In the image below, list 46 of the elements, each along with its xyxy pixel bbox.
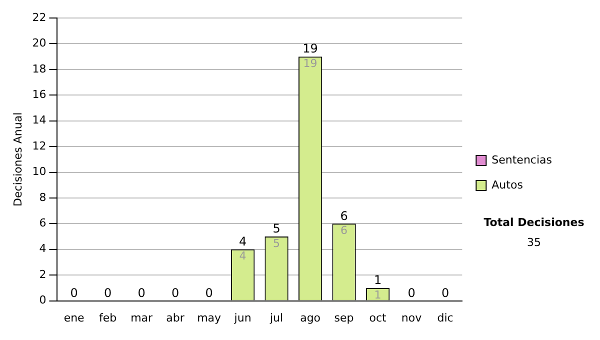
data-label: 6 xyxy=(340,224,348,238)
y-axis-title: Decisiones Anual xyxy=(11,112,24,206)
y-tick-label: 8 xyxy=(39,190,46,204)
x-tick-label: may xyxy=(197,311,222,324)
y-tick-label: 20 xyxy=(32,36,46,50)
data-label: 19 xyxy=(303,56,318,70)
y-tick-label: 16 xyxy=(32,88,46,101)
y-tick-label: 22 xyxy=(32,10,46,24)
total-label: 0 xyxy=(205,286,213,300)
total-label: 0 xyxy=(408,286,416,300)
x-tick-label: sep xyxy=(334,311,354,324)
x-tick-label: mar xyxy=(130,311,154,324)
y-tick-label: 4 xyxy=(39,242,46,256)
total-label: 19 xyxy=(302,42,318,56)
x-tick-label: dic xyxy=(437,311,454,324)
x-tick-label: ago xyxy=(300,311,321,324)
y-tick-label: 10 xyxy=(32,165,46,178)
x-tick-label: jun xyxy=(233,311,252,324)
total-label: 0 xyxy=(171,286,180,300)
y-tick-label: 6 xyxy=(39,216,46,230)
x-tick-label: jul xyxy=(269,311,284,324)
y-tick-label: 12 xyxy=(32,139,46,152)
data-label: 1 xyxy=(374,288,382,302)
x-tick-label: abr xyxy=(166,311,185,324)
text: 35 xyxy=(527,236,541,249)
legend-label: Autos xyxy=(492,178,524,192)
total-label: 1 xyxy=(374,273,382,288)
total-label: 0 xyxy=(138,286,146,300)
y-tick-label: 2 xyxy=(39,268,46,281)
text: Total Decisiones xyxy=(484,216,585,229)
total-label: 0 xyxy=(441,286,450,300)
data-label: 4 xyxy=(239,250,246,263)
data-label: 5 xyxy=(273,236,280,250)
x-tick-label: feb xyxy=(99,311,117,324)
y-tick-label: 0 xyxy=(39,294,46,307)
total-label: 5 xyxy=(272,222,280,236)
x-tick-label: nov xyxy=(401,311,422,324)
total-label: 0 xyxy=(70,286,78,300)
legend-label: Sentencias xyxy=(492,153,552,166)
total-label: 0 xyxy=(104,286,112,300)
x-tick-label: ene xyxy=(64,311,85,324)
total-label: 6 xyxy=(340,208,348,223)
x-tick-label: oct xyxy=(369,311,388,324)
y-tick-label: 14 xyxy=(32,114,46,127)
total-label: 4 xyxy=(238,234,247,249)
y-tick-label: 18 xyxy=(32,62,46,76)
